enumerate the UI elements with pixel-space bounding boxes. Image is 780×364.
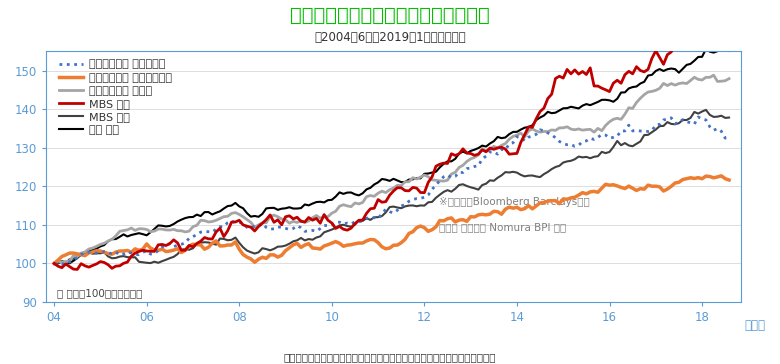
カバード債券 ドイツ (273, 214, 282, 219)
国債 日本 (49, 261, 58, 266)
カバード債券 ドイツ (709, 73, 718, 77)
カバード債券 スウェーデン (49, 261, 58, 266)
カバード債券 デンマーク (111, 250, 120, 254)
カバード債券 デンマーク (277, 225, 286, 229)
MBS 日本 (161, 258, 171, 262)
カバード債券 スウェーデン (431, 225, 441, 229)
カバード債券 ドイツ (108, 237, 117, 241)
Line: カバード債券 ドイツ: カバード債券 ドイツ (54, 75, 729, 264)
国債 日本 (678, 67, 687, 71)
MBS 日本 (431, 195, 441, 200)
カバード債券 スウェーデン (678, 177, 687, 182)
Line: カバード債券 デンマーク: カバード債券 デンマーク (54, 117, 729, 264)
Line: カバード債券 スウェーデン: カバード債券 スウェーデン (54, 176, 729, 264)
カバード債券 ドイツ (431, 178, 441, 182)
国債 日本 (273, 207, 282, 212)
MBS 日本 (49, 261, 58, 266)
Text: 国債 日本のみ Nomura BPI 国債: 国債 日本のみ Nomura BPI 国債 (438, 222, 566, 232)
Line: MBS 米国: MBS 米国 (54, 4, 729, 269)
カバード債券 ドイツ (725, 76, 734, 81)
Legend: カバード債券 デンマーク, カバード債券 スウェーデン, カバード債券 ドイツ, MBS 米国, MBS 日本, 国債 日本: カバード債券 デンマーク, カバード債券 スウェーデン, カバード債券 ドイツ,… (59, 59, 172, 135)
Text: ※各証券はBloomberg Barclays指数: ※各証券はBloomberg Barclays指数 (438, 197, 590, 207)
MBS 日本 (273, 245, 282, 249)
カバード債券 スウェーデン (725, 178, 734, 182)
Text: ＊ 期初を100として指数化: ＊ 期初を100として指数化 (57, 288, 142, 298)
カバード債券 デンマーク (165, 242, 175, 246)
カバード債券 スウェーデン (717, 174, 726, 178)
カバード債券 ドイツ (161, 228, 171, 232)
カバード債券 デンマーク (84, 250, 94, 254)
カバード債券 スウェーデン (161, 249, 171, 254)
Text: （信頼できると判断したデータをもとに日興アセットマネジメントが作成）: （信頼できると判断したデータをもとに日興アセットマネジメントが作成） (284, 352, 496, 362)
カバード債券 デンマーク (49, 261, 58, 266)
カバード債券 デンマーク (682, 120, 691, 124)
Text: 各証券の円ヘッジ後のリターンの推移: 各証券の円ヘッジ後のリターンの推移 (290, 5, 490, 24)
国債 日本 (108, 237, 117, 241)
国債 日本 (725, 49, 734, 53)
MBS 日本 (725, 115, 734, 120)
カバード債券 ドイツ (678, 81, 687, 85)
カバード債券 デンマーク (57, 262, 66, 266)
MBS 日本 (678, 118, 687, 122)
MBS 米国 (73, 267, 82, 272)
MBS 米国 (84, 265, 94, 269)
カバード債券 ドイツ (49, 261, 58, 266)
MBS 米国 (725, 1, 734, 6)
カバード債券 スウェーデン (273, 255, 282, 259)
カバード債券 デンマーク (693, 115, 703, 119)
国債 日本 (161, 224, 171, 229)
MBS 日本 (80, 251, 90, 256)
Line: MBS 日本: MBS 日本 (54, 110, 729, 264)
カバード債券 スウェーデン (108, 252, 117, 256)
カバード債券 ドイツ (80, 250, 90, 254)
Text: （2004年6月～2019年1月、月末値）: （2004年6月～2019年1月、月末値） (314, 31, 466, 44)
MBS 米国 (277, 223, 286, 227)
カバード債券 デンマーク (435, 178, 445, 183)
MBS 日本 (701, 108, 711, 112)
国債 日本 (431, 170, 441, 174)
MBS 日本 (108, 256, 117, 260)
MBS 米国 (165, 241, 175, 246)
カバード債券 デンマーク (725, 136, 734, 140)
Text: （年）: （年） (744, 319, 765, 332)
国債 日本 (701, 47, 711, 51)
MBS 米国 (682, 35, 691, 40)
国債 日本 (80, 252, 90, 256)
カバード債券 スウェーデン (80, 253, 90, 258)
MBS 米国 (111, 264, 120, 268)
MBS 米国 (49, 261, 58, 266)
Line: 国債 日本: 国債 日本 (54, 49, 729, 264)
MBS 米国 (435, 162, 445, 166)
